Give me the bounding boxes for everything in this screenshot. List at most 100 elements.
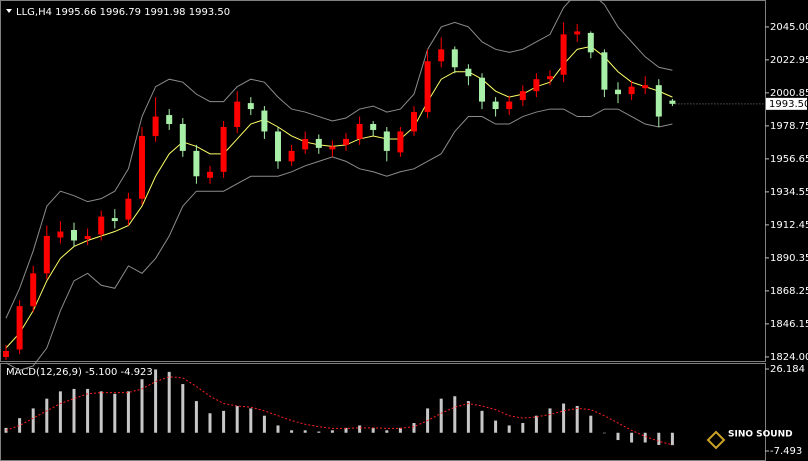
candle-body (356, 124, 363, 139)
macd-bar (31, 408, 35, 433)
macd-bar (222, 410, 226, 433)
macd-bar (507, 425, 511, 433)
macd-bar (181, 384, 185, 433)
collapse-arrow[interactable] (6, 9, 12, 13)
y-tick-label: 2045.00 (770, 22, 808, 33)
macd-bar (235, 405, 239, 433)
candle-body (207, 171, 213, 178)
candle-body (234, 101, 241, 127)
macd-bar (358, 425, 362, 433)
candle-body (30, 273, 37, 307)
macd-bar (194, 401, 198, 433)
macd-bar (548, 408, 552, 433)
macd-bar (398, 427, 402, 433)
macd-bar (126, 391, 130, 433)
macd-bar (113, 393, 117, 433)
macd-bar (466, 401, 470, 433)
macd-bar (249, 408, 253, 433)
macd-bar (562, 403, 566, 433)
candle-body (533, 79, 540, 92)
candle-body (111, 218, 118, 222)
macd-bar (58, 391, 62, 433)
macd-bar (412, 423, 416, 433)
indicator-line (5, 45, 673, 349)
candle-body (152, 116, 159, 136)
candle-body (98, 216, 105, 235)
candle-body (615, 89, 621, 95)
macd-bar (385, 430, 389, 433)
indicator-line (5, 376, 673, 446)
candle-body (288, 150, 295, 162)
indicator-line (5, 108, 673, 371)
macd-bar (290, 430, 294, 433)
macd-bar (630, 432, 634, 443)
candle-body (71, 230, 77, 241)
candle-body (275, 131, 281, 162)
candle-body (601, 52, 608, 90)
candle-body (465, 68, 472, 77)
macd-bar (99, 391, 103, 433)
candle-body (424, 61, 431, 113)
indicator-line (5, 0, 673, 319)
macd-bar (45, 398, 49, 433)
macd-bar (72, 388, 76, 433)
candle-body (166, 115, 173, 125)
candle-body (628, 86, 635, 95)
y-tick-label: 1846.15 (770, 319, 808, 330)
macd-bar (589, 415, 593, 433)
candle-body (343, 138, 349, 145)
candle-body (560, 34, 567, 75)
macd-bar (317, 431, 321, 433)
macd-bar (276, 425, 280, 433)
watermark-text: SINO SOUND (728, 430, 793, 440)
y-tick-label: 1890.35 (770, 253, 808, 264)
macd-bar (643, 432, 647, 443)
y-tick-label: 1824.00 (770, 352, 808, 363)
candle-body (247, 103, 254, 110)
candle-body (397, 131, 404, 153)
candle-body (642, 85, 649, 89)
candle-body (451, 49, 458, 68)
y-tick-label: 1868.25 (770, 286, 808, 297)
macd-bar (453, 396, 457, 433)
candle-body (574, 31, 581, 35)
candle-body (506, 101, 513, 110)
macd-bar (208, 413, 212, 433)
y-tick-label: 1978.75 (770, 121, 808, 132)
candle-body (411, 112, 417, 132)
y-tick-label: 2000.85 (770, 88, 808, 99)
macd-bar (602, 432, 606, 434)
candle-body (315, 138, 322, 148)
candle-body (519, 91, 526, 101)
last-price-box (766, 97, 807, 110)
candle-body (329, 146, 336, 150)
candle-body (139, 135, 145, 199)
candle-body (492, 101, 499, 110)
candle-body (383, 131, 390, 151)
macd-title: MACD(12,26,9) -5.100 -4.923 (6, 367, 153, 378)
macd-bar (371, 427, 375, 433)
macd-bar (167, 371, 171, 433)
candle-body (193, 150, 200, 177)
macd-bar (657, 432, 661, 445)
last-price-label: 1993.50 (769, 99, 808, 110)
macd-bar (534, 415, 538, 433)
candle-body (547, 76, 553, 80)
macd-bar (616, 432, 620, 441)
macd-bar (344, 427, 348, 433)
candle-body (179, 124, 186, 151)
macd-bar (670, 432, 674, 446)
price-panel-frame (0, 0, 766, 362)
y-tick-label: 1912.45 (770, 220, 808, 231)
macd-bar (18, 418, 22, 433)
candle-body (587, 32, 594, 53)
macd-bar (262, 415, 266, 433)
macd-bar (330, 430, 334, 433)
candle-body (302, 138, 309, 150)
macd-bar (480, 410, 484, 433)
candle-body (669, 100, 676, 104)
candle-body (220, 126, 227, 172)
candle-body (43, 236, 50, 274)
candle-body (261, 110, 268, 132)
